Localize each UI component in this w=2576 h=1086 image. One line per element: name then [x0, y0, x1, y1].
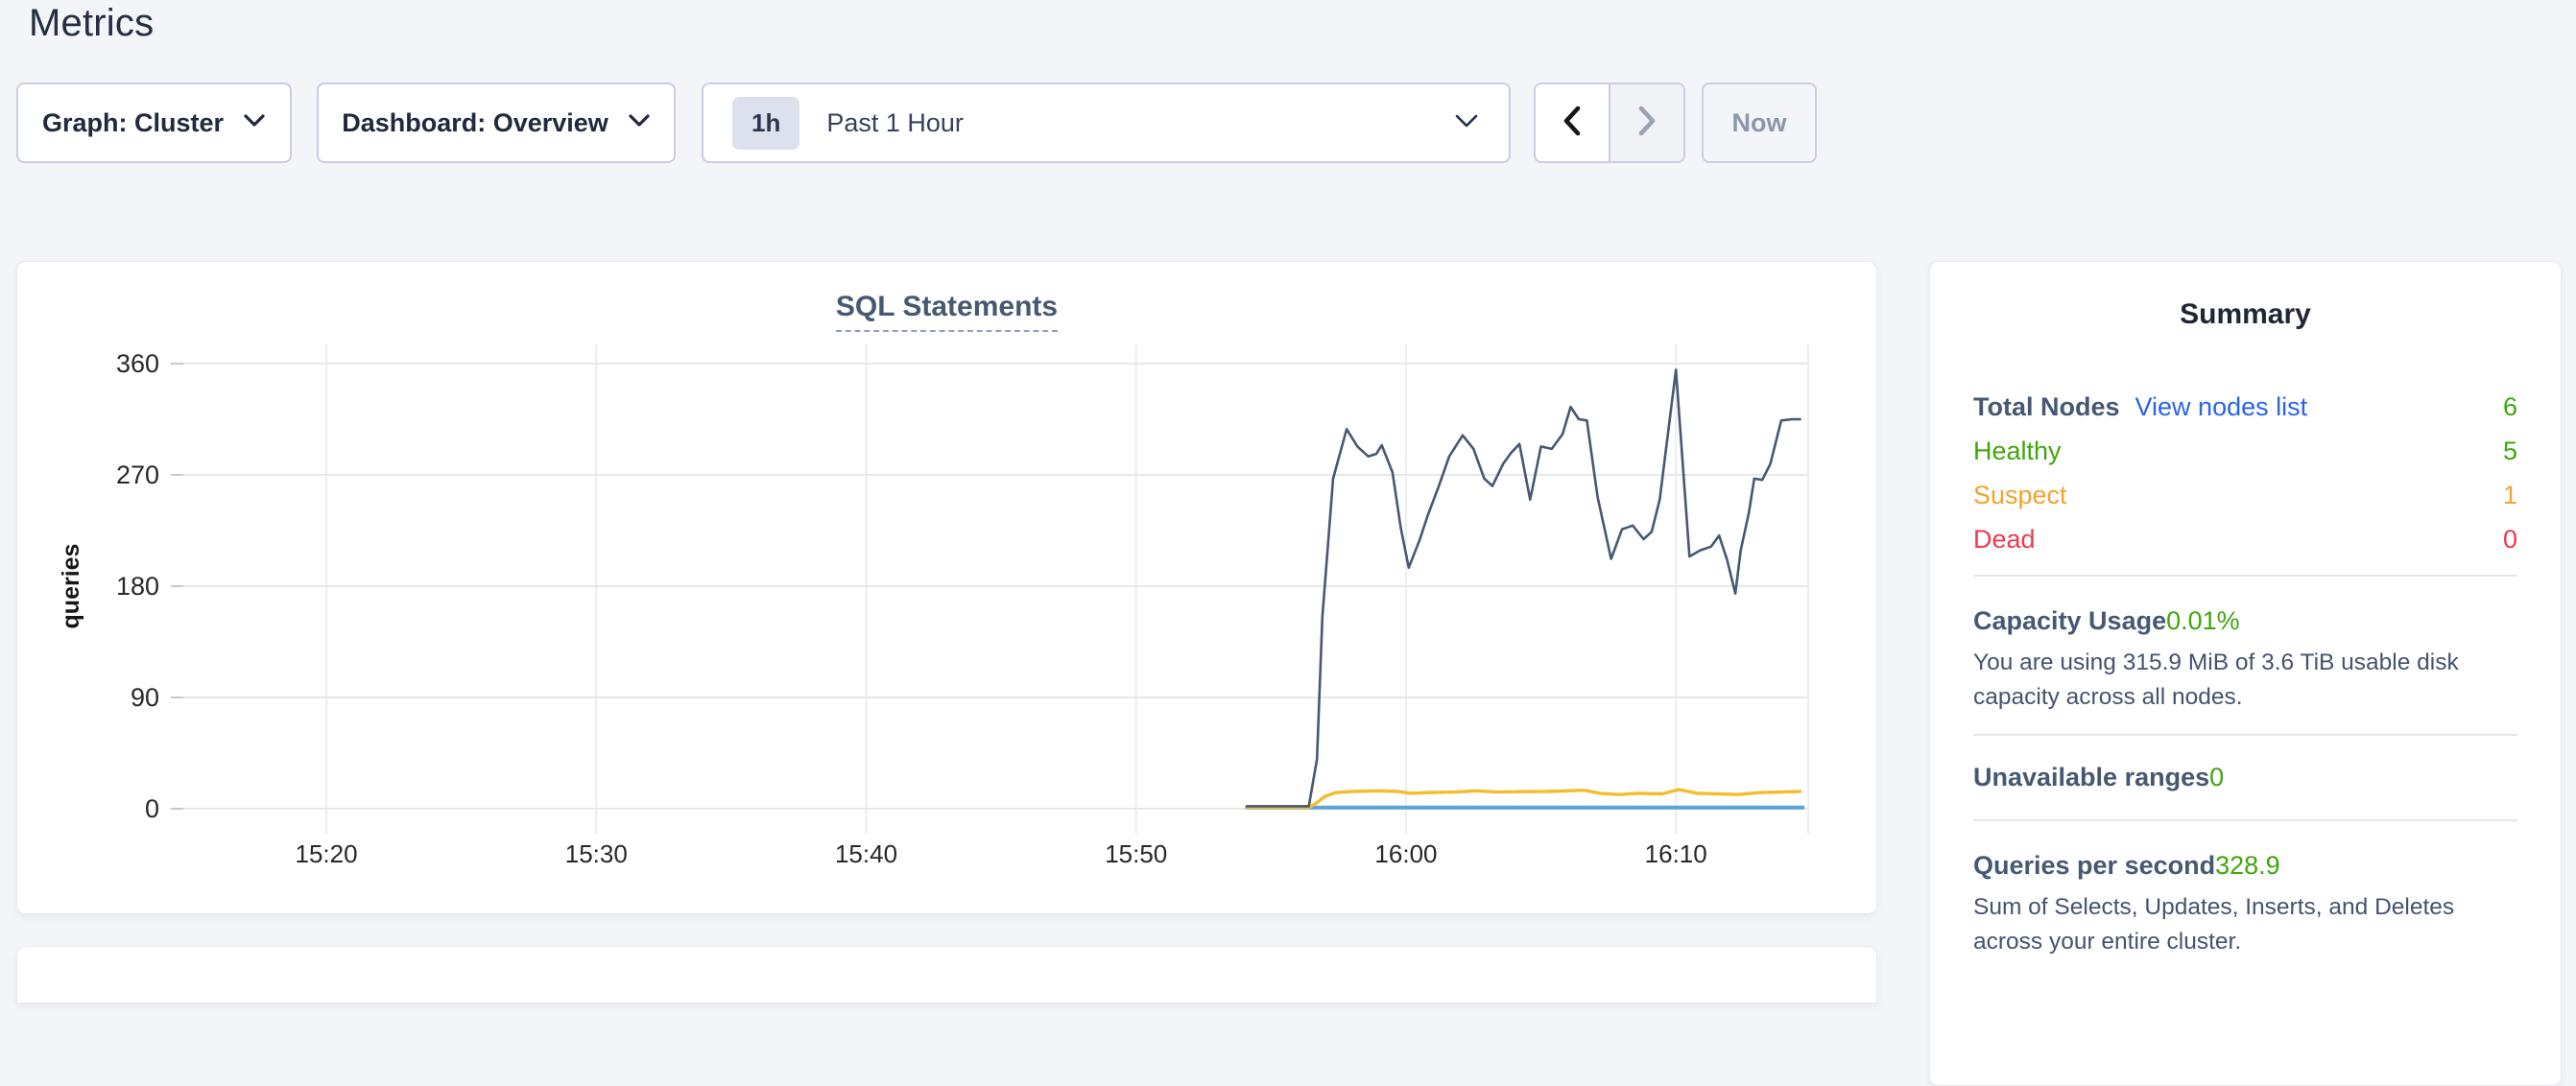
dashboard-dropdown[interactable]: Dashboard: Overview [317, 83, 676, 163]
page-title: Metrics [29, 2, 155, 44]
summary-panel: Summary Total Nodes View nodes list 6 He… [1929, 261, 2562, 1086]
svg-text:15:40: 15:40 [835, 839, 897, 868]
unavailable-ranges-value: 0 [2209, 762, 2225, 791]
sql-statements-chart[interactable]: 15:20 15:30 15:40 15:50 16:00 16:10 0 90 180 270 3… [17, 337, 1876, 912]
next-time-button-disabled[interactable] [1609, 84, 1683, 161]
svg-text:90: 90 [131, 683, 159, 712]
suspect-nodes-row: Suspect 1 [1973, 473, 2517, 517]
total-nodes-row: Total Nodes View nodes list 6 [1973, 385, 2517, 429]
divider [1973, 575, 2517, 577]
capacity-usage-description: You are using 315.9 MiB of 3.6 TiB usabl… [1973, 649, 2459, 710]
time-range-selector[interactable]: 1h Past 1 Hour [702, 83, 1511, 163]
unavailable-ranges-label: Unavailable ranges [1973, 762, 2210, 791]
unavailable-ranges-row: Unavailable ranges 0 [1973, 755, 2517, 799]
metrics-page: { "page": { "title": "Metrics" }, "contr… [16, 2, 2562, 1086]
capacity-usage-value: 0.01% [2166, 605, 2240, 635]
chart-title[interactable]: SQL Statements [835, 291, 1059, 332]
now-button-disabled[interactable]: Now [1702, 83, 1817, 163]
dead-value: 0 [2502, 524, 2517, 554]
chevron-down-icon [1453, 112, 1480, 134]
svg-text:15:30: 15:30 [565, 839, 628, 868]
time-range-badge: 1h [732, 96, 800, 150]
now-button-label: Now [1731, 107, 1787, 137]
previous-time-button[interactable] [1536, 84, 1609, 161]
queries-per-second-row: Queries per second 328.9 [1973, 844, 2517, 886]
svg-text:360: 360 [116, 349, 159, 378]
chevron-right-icon [1634, 104, 1660, 143]
svg-text:15:20: 15:20 [296, 839, 358, 868]
svg-text:15:50: 15:50 [1105, 839, 1167, 868]
healthy-label: Healthy [1973, 436, 2062, 465]
divider [1973, 819, 2517, 821]
dead-label: Dead [1973, 524, 2036, 554]
queries-per-second-label: Queries per second [1973, 850, 2216, 880]
capacity-usage-row: Capacity Usage 0.01% [1973, 600, 2517, 642]
graph-dropdown-label: Graph: Cluster [41, 107, 225, 137]
healthy-value: 5 [2502, 436, 2517, 465]
healthy-nodes-row: Healthy 5 [1973, 429, 2517, 473]
queries-per-second-value: 328.9 [2215, 850, 2280, 880]
suspect-label: Suspect [1973, 480, 2067, 509]
svg-text:270: 270 [116, 460, 159, 489]
graph-dropdown[interactable]: Graph: Cluster [16, 83, 292, 163]
svg-text:queries: queries [58, 544, 84, 629]
suspect-value: 1 [2502, 480, 2517, 509]
chevron-down-icon [628, 113, 651, 133]
svg-text:16:10: 16:10 [1645, 839, 1707, 868]
chevron-left-icon [1559, 104, 1586, 143]
view-nodes-list-link[interactable]: View nodes list [2135, 391, 2308, 421]
svg-text:0: 0 [145, 794, 159, 823]
next-chart-panel [16, 946, 1877, 1003]
dead-nodes-row: Dead 0 [1973, 517, 2517, 561]
sql-statements-chart-panel: SQL Statements 15:20 15:30 15:40 15:50 16:00… [16, 261, 1877, 914]
dashboard-dropdown-label: Dashboard: Overview [342, 107, 608, 137]
time-step-buttons [1534, 83, 1685, 163]
divider [1973, 734, 2517, 736]
queries-per-second-description: Sum of Selects, Updates, Inserts, and De… [1973, 894, 2455, 955]
total-nodes-value: 6 [2502, 391, 2517, 421]
svg-text:16:00: 16:00 [1374, 839, 1437, 868]
summary-title: Summary [2180, 298, 2311, 330]
chevron-down-icon [243, 113, 266, 133]
time-range-label: Past 1 Hour [826, 107, 964, 137]
capacity-usage-label: Capacity Usage [1973, 605, 2167, 635]
total-nodes-label: Total Nodes [1973, 391, 2120, 421]
svg-text:180: 180 [116, 572, 159, 601]
